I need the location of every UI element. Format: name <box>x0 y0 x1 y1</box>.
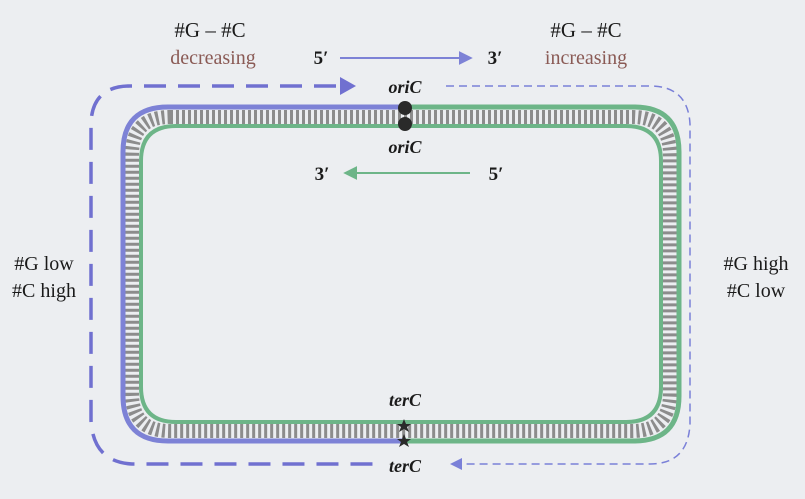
label-top-strand-5: 5′ <box>314 48 329 69</box>
label-ter-inner: terC <box>389 390 422 410</box>
label-ori-inner: oriC <box>388 137 422 157</box>
outer-strand-green <box>405 104 682 444</box>
outer-dashed-path-left <box>89 84 380 466</box>
label-top-strand-3: 3′ <box>488 48 503 69</box>
label-right-line2: #C low <box>727 280 786 302</box>
inner-strand-right <box>405 124 663 424</box>
inner-strand-left <box>139 124 405 424</box>
ter-marker-top <box>397 419 411 432</box>
ori-marker-inner <box>398 117 412 131</box>
label-ori-top: oriC <box>388 77 422 97</box>
outer-dashed-arrowhead-bottom <box>450 458 462 470</box>
outer-strand-blue <box>120 104 405 444</box>
label-left-line2: #C high <box>12 280 76 302</box>
label-inner-strand-3: 3′ <box>315 164 330 185</box>
label-top-right-title: #G – #C <box>550 18 621 42</box>
label-top-left-title: #G – #C <box>174 18 245 42</box>
label-top-right-sub: increasing <box>545 47 627 69</box>
ter-marker-bottom <box>397 434 411 447</box>
base-pair-band <box>125 110 677 438</box>
label-left-line1: #G low <box>14 253 74 275</box>
outer-dashed-path-right <box>446 85 691 465</box>
label-ter-bottom: terC <box>389 456 422 476</box>
ori-marker-top <box>398 101 412 115</box>
label-top-left-sub: decreasing <box>170 47 256 69</box>
outer-dashed-arrowhead-top <box>340 77 356 95</box>
label-inner-strand-5: 5′ <box>489 164 504 185</box>
label-right-line1: #G high <box>724 253 789 275</box>
